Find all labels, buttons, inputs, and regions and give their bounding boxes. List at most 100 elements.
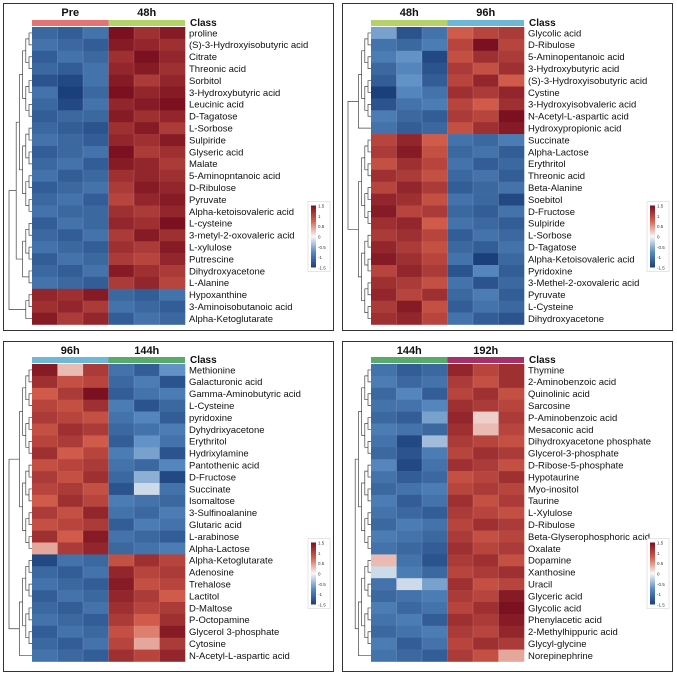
heatmap-cell <box>473 38 499 52</box>
heatmap-cell <box>83 146 109 159</box>
row-label: D-Tagatose <box>189 112 238 123</box>
dendrogram-branch <box>364 86 368 111</box>
row-label: 3-Hydroxybutyric acid <box>528 64 619 75</box>
heatmap-cell <box>108 86 135 99</box>
heatmap-cell <box>371 411 397 424</box>
row-label: Adenosine <box>189 568 234 579</box>
legend-tick: 1 <box>657 551 660 556</box>
class-bar <box>32 20 109 26</box>
heatmap-cell <box>134 110 160 123</box>
dendrogram-branch <box>28 80 32 93</box>
dendrogram-branch <box>367 488 371 502</box>
legend-tick: 1.5 <box>318 541 325 546</box>
heatmap-cell <box>396 518 423 531</box>
legend-tick: 0.5 <box>657 561 664 566</box>
heatmap-cell <box>159 459 186 472</box>
heatmap-cell <box>159 134 186 147</box>
group-title: 144h <box>134 345 159 357</box>
heatmap-cell <box>371 181 397 194</box>
heatmap-cell <box>447 375 474 389</box>
row-label: Taurine <box>528 496 559 507</box>
heatmap-cell <box>498 98 525 111</box>
heatmap-cell <box>83 542 109 555</box>
heatmap-cell <box>57 205 84 218</box>
dendrogram-branch <box>347 101 359 230</box>
heatmap-cell <box>83 169 109 182</box>
heatmap-cell <box>396 229 423 242</box>
heatmap-cell <box>108 288 135 301</box>
heatmap-cell <box>159 217 186 230</box>
heatmap-cell <box>473 217 499 230</box>
heatmap-cell <box>473 300 499 313</box>
heatmap-cell <box>83 241 109 254</box>
heatmap-cell <box>371 375 397 389</box>
heatmap-cell <box>32 578 58 591</box>
dendrogram-branch <box>364 193 368 218</box>
heatmap-cell <box>134 98 160 111</box>
heatmap-cell <box>498 554 525 567</box>
class-bar <box>371 357 448 363</box>
heatmap-cell <box>473 276 499 290</box>
heatmap-cell <box>422 447 448 460</box>
heatmap-cell <box>57 86 84 99</box>
heatmap-cell <box>134 506 160 519</box>
heatmap-cell <box>396 399 423 412</box>
dendrogram-branch <box>28 369 32 383</box>
heatmap-cell <box>57 590 84 603</box>
heatmap-cell <box>134 288 160 301</box>
heatmap-cell <box>371 134 397 147</box>
heatmap-cell <box>108 602 135 615</box>
heatmap-cell <box>473 288 499 301</box>
heatmap-cell <box>32 217 58 230</box>
heatmap-cell <box>498 364 525 377</box>
heatmap-cell <box>32 27 58 40</box>
heatmap-cell <box>396 134 423 147</box>
row-label: Hypotaurine <box>528 472 579 483</box>
heatmap-cell <box>473 181 499 194</box>
row-label: L-Cysteine <box>189 401 234 412</box>
panel-96h-vs-144h: 96h 144h Class Methionine Galacturonic acid G… <box>3 341 334 672</box>
class-bar <box>108 357 185 363</box>
dendrogram-branch <box>367 104 371 117</box>
row-label: P-Octopamine <box>189 615 250 626</box>
legend-tick: -1 <box>657 255 661 260</box>
heatmap-cell <box>498 637 525 650</box>
heatmap-cell <box>83 435 109 448</box>
heatmap-cell <box>396 74 423 87</box>
heatmap-cell <box>83 625 109 638</box>
heatmap-cell <box>498 566 525 579</box>
dendrogram-branch <box>364 565 368 591</box>
heatmap-cell <box>108 98 135 111</box>
dendrogram-branch <box>28 223 32 236</box>
row-label: Dyhydrixyacetone <box>189 425 265 436</box>
heatmap-cell <box>422 590 448 603</box>
row-label: Threonic acid <box>528 171 585 182</box>
heatmap-cell <box>159 146 186 159</box>
heatmap-cell <box>57 241 84 254</box>
heatmap-cell <box>473 50 499 63</box>
row-label: Gamma-Aminobutyric acid <box>189 389 301 400</box>
heatmap-cell <box>32 38 58 52</box>
dendrogram-branch <box>364 38 368 64</box>
heatmap-cell <box>498 399 525 412</box>
heatmap-cell <box>473 399 499 412</box>
heatmap-cell <box>159 74 186 87</box>
heatmap-cell <box>134 364 160 377</box>
heatmap-cell <box>57 217 84 230</box>
heatmap-cell <box>422 205 448 218</box>
heatmap-cell <box>83 50 109 63</box>
dendrogram-branch <box>367 560 371 573</box>
heatmap-cell <box>134 265 160 278</box>
panel-48h-vs-96h: 48h 96h Class Glycolic acid D-Ribulose 5-Amin… <box>342 3 673 331</box>
heatmap-cell <box>447 494 474 508</box>
heatmap-cell <box>498 530 525 543</box>
heatmap-cell <box>134 590 160 603</box>
dendrogram-branch <box>364 375 368 401</box>
heatmap-cell <box>447 193 474 206</box>
heatmap-cell <box>371 530 397 543</box>
heatmap-cell <box>108 110 135 123</box>
heatmap-cell <box>422 637 448 650</box>
heatmap-cell <box>57 157 84 171</box>
legend-tick: 1 <box>657 214 660 219</box>
heatmap-cell <box>422 50 448 63</box>
